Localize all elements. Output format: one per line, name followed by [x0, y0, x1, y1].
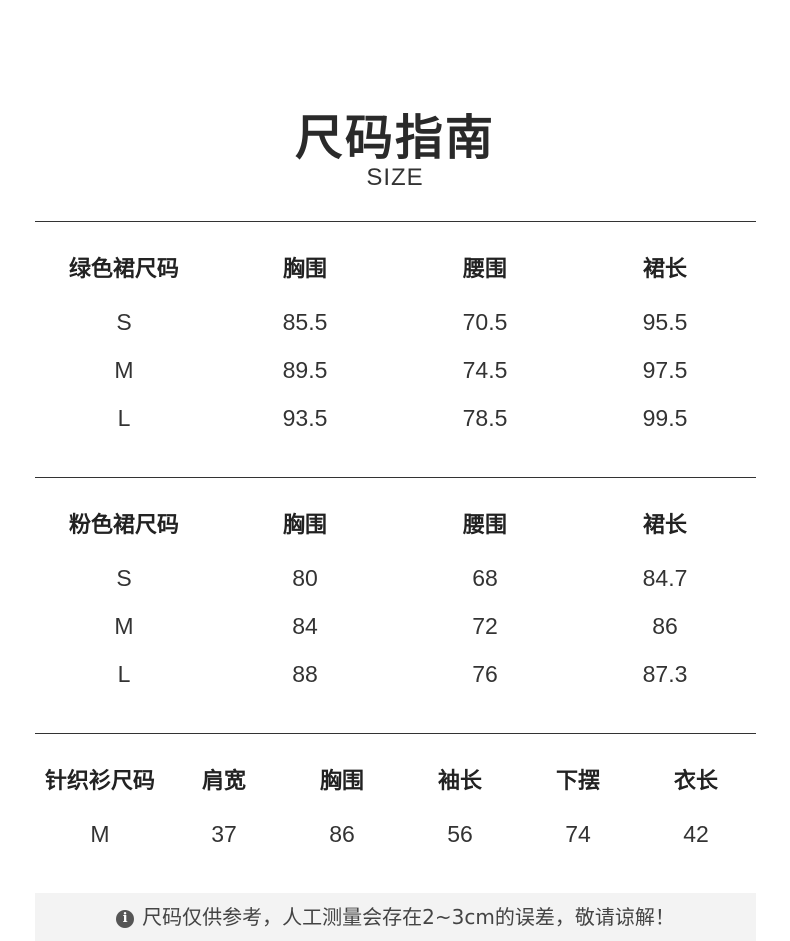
column-header: 胸围	[319, 769, 364, 794]
measurement-cell: 99.5	[642, 405, 688, 431]
column-header: 裙长	[642, 513, 687, 538]
divider	[35, 733, 756, 734]
column-header: 袖长	[437, 769, 482, 794]
column-header: 针织衫尺码	[44, 769, 155, 794]
measurement-cell: 42	[683, 821, 709, 847]
measurement-cell: 95.5	[642, 309, 688, 335]
measurement-cell: 88	[292, 661, 318, 687]
size-label: S	[116, 309, 132, 335]
measurement-cell: 97.5	[642, 357, 688, 383]
measurement-cell: 56	[447, 821, 473, 847]
measurement-cell: 86	[329, 821, 355, 847]
measurement-cell: 76	[472, 661, 498, 687]
measurement-cell: 93.5	[282, 405, 328, 431]
page-subtitle: SIZE	[366, 164, 424, 191]
size-label: M	[114, 613, 134, 639]
disclaimer-note: i 尺码仅供参考，人工测量会存在2~3cm的误差，敬请谅解！	[35, 893, 756, 941]
measurement-cell: 89.5	[282, 357, 328, 383]
measurement-cell: 37	[211, 821, 237, 847]
measurement-cell: 85.5	[282, 309, 328, 335]
measurement-cell: 74.5	[462, 357, 508, 383]
measurement-cell: 70.5	[462, 309, 508, 335]
measurement-cell: 80	[292, 565, 318, 591]
column-header: 胸围	[282, 513, 327, 538]
column-header: 衣长	[673, 769, 718, 794]
measurement-cell: 78.5	[462, 405, 508, 431]
column-header: 肩宽	[201, 769, 246, 794]
column-header: 绿色裙尺码	[68, 257, 179, 282]
size-label: S	[116, 565, 132, 591]
divider	[35, 221, 756, 222]
divider	[35, 477, 756, 478]
measurement-cell: 86	[652, 613, 678, 639]
note-text: 尺码仅供参考，人工测量会存在2~3cm的误差，敬请谅解！	[142, 905, 675, 929]
page-title: 尺码指南	[294, 110, 495, 166]
column-header: 裙长	[642, 257, 687, 282]
measurement-cell: 72	[472, 613, 498, 639]
measurement-cell: 87.3	[642, 661, 688, 687]
column-header: 下摆	[555, 769, 600, 794]
column-header: 胸围	[282, 257, 327, 282]
size-label: L	[117, 661, 131, 687]
size-label: M	[114, 357, 134, 383]
size-label: M	[90, 821, 110, 847]
size-label: L	[117, 405, 131, 431]
measurement-cell: 68	[472, 565, 498, 591]
measurement-cell: 84	[292, 613, 318, 639]
measurement-cell: 84.7	[642, 565, 688, 591]
column-header: 腰围	[462, 257, 507, 282]
info-icon: i	[116, 910, 135, 928]
column-header: 粉色裙尺码	[68, 513, 179, 538]
measurement-cell: 74	[565, 821, 591, 847]
column-header: 腰围	[462, 513, 507, 538]
